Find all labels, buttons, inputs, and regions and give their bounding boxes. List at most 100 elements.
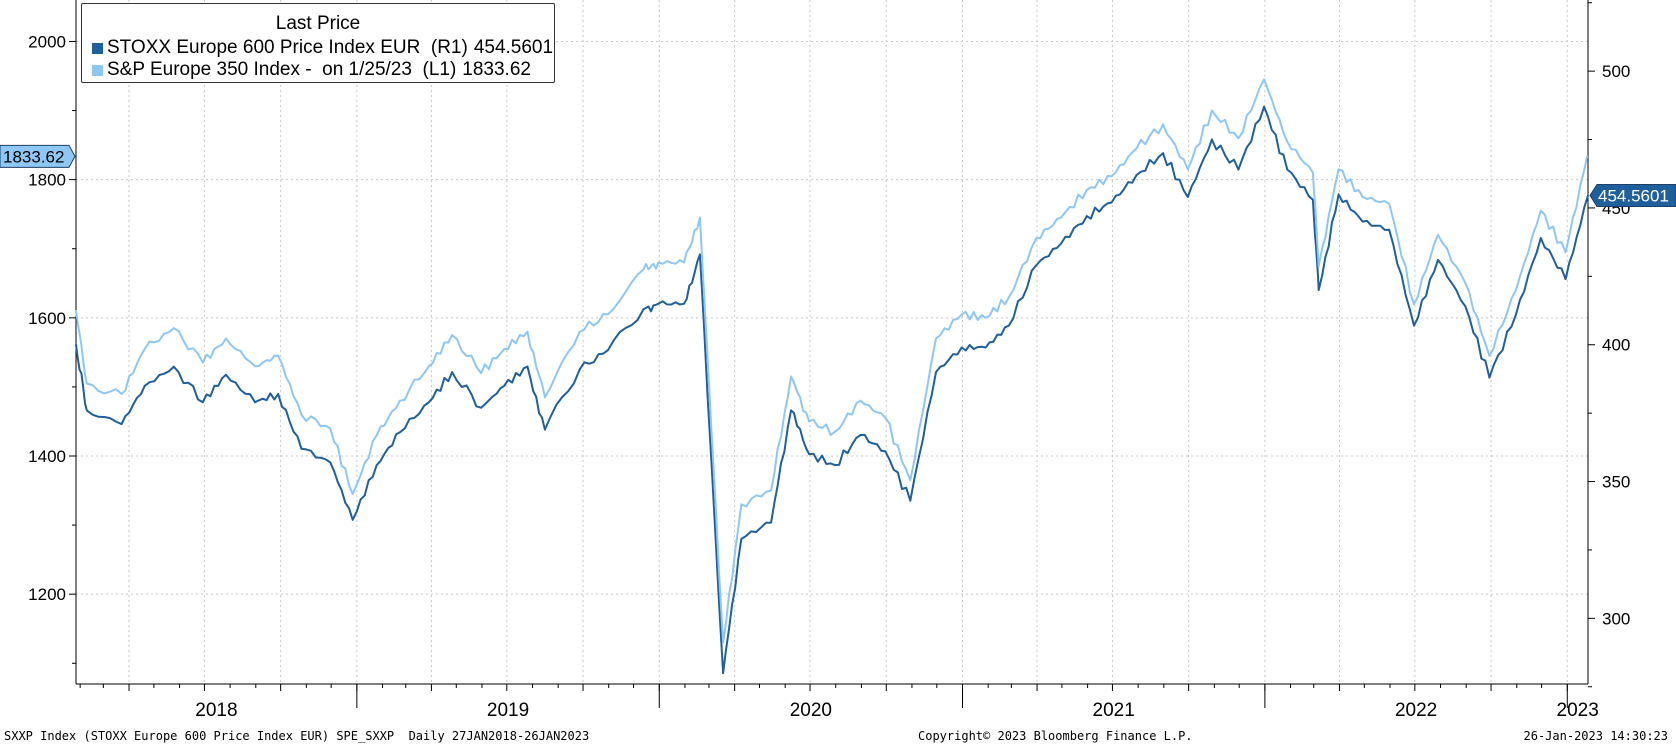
legend-swatch-sp350 xyxy=(92,64,103,76)
footer-source: SXXP Index (STOXX Europe 600 Price Index… xyxy=(4,729,590,743)
series-point xyxy=(351,518,354,521)
series-point xyxy=(1110,201,1113,204)
series-point xyxy=(428,365,430,368)
series-point xyxy=(1085,189,1088,191)
legend-swatch-stoxx xyxy=(92,42,103,54)
series-point xyxy=(1488,376,1491,379)
footer-copyright: Copyright© 2023 Bloomberg Finance L.P. xyxy=(918,729,1193,743)
series-point xyxy=(808,420,811,423)
series-point xyxy=(277,354,280,357)
series-point xyxy=(1337,193,1340,196)
series-point xyxy=(1008,296,1010,298)
series-point xyxy=(375,464,378,466)
series-point xyxy=(1587,194,1589,197)
series-point xyxy=(578,330,581,333)
series-point xyxy=(1539,237,1542,239)
legend-label-sp350: S&P Europe 350 Index - on 1/25/23 (L1) xyxy=(107,59,457,80)
left-tick-label: 1800 xyxy=(28,171,66,190)
legend-title: Last Price xyxy=(275,13,361,34)
series-point xyxy=(834,464,836,466)
series-point xyxy=(1110,175,1113,178)
series-point xyxy=(1008,324,1010,327)
series-point xyxy=(1317,265,1320,267)
last-value-badges: 454.5601 1833.62 xyxy=(0,144,1676,207)
badge-text: 1833.62 xyxy=(3,147,64,166)
series-point xyxy=(1586,155,1589,158)
series-point xyxy=(1564,251,1567,254)
series-point xyxy=(1388,202,1391,205)
series-point xyxy=(1515,289,1517,292)
series-point xyxy=(699,253,701,256)
x-axis: 2018 2019 2020 2021 2022 2023 xyxy=(79,684,1599,721)
series-point xyxy=(451,371,453,373)
series-point xyxy=(277,393,280,395)
series-point xyxy=(859,434,862,436)
x-tick-label: 2018 xyxy=(195,700,237,721)
series-point xyxy=(1388,228,1391,231)
series-point xyxy=(1060,242,1062,245)
series-line xyxy=(75,105,1589,675)
series-point xyxy=(300,413,303,416)
series-point xyxy=(642,268,645,271)
series-point xyxy=(225,337,227,340)
series-point xyxy=(790,375,792,378)
series-point xyxy=(172,327,175,330)
series-point xyxy=(1312,198,1314,201)
left-tick-label: 1400 xyxy=(28,447,66,466)
right-tick-label: 500 xyxy=(1602,62,1630,81)
series-point xyxy=(1361,196,1364,198)
series-point xyxy=(740,538,743,540)
series-point xyxy=(1085,215,1088,218)
legend-value-sp350: 1833.62 xyxy=(462,59,531,80)
series-line xyxy=(75,78,1589,644)
series-point xyxy=(1162,152,1164,155)
series-point xyxy=(657,302,660,305)
series-point xyxy=(75,343,77,346)
series-point xyxy=(1515,313,1517,316)
series-point xyxy=(1135,147,1138,150)
x-tick-label: 2020 xyxy=(790,700,832,721)
series-point xyxy=(607,313,609,316)
series-point xyxy=(201,361,204,364)
series-point xyxy=(1312,171,1314,174)
series-point xyxy=(578,368,581,371)
series-point xyxy=(935,371,937,373)
series-point xyxy=(480,372,482,374)
series-lines xyxy=(75,78,1589,675)
series-point xyxy=(544,396,546,399)
series-point xyxy=(143,384,146,387)
x-tick-label: 2022 xyxy=(1395,700,1437,721)
series-point xyxy=(722,672,724,674)
x-tick-label: 2019 xyxy=(487,700,529,721)
series-point xyxy=(884,450,887,453)
series-point xyxy=(607,349,609,352)
series-point xyxy=(351,493,354,495)
series-point xyxy=(808,453,811,456)
series-point xyxy=(1286,140,1289,143)
series-point xyxy=(503,384,506,387)
series-point xyxy=(143,348,146,350)
series-point xyxy=(329,461,332,464)
series-point xyxy=(960,346,963,349)
series-point xyxy=(984,346,987,349)
series-point xyxy=(1211,109,1213,112)
series-point xyxy=(1437,259,1439,261)
series-point xyxy=(544,428,546,431)
series-point xyxy=(884,417,887,419)
series-point xyxy=(451,334,453,336)
right-tick-label: 300 xyxy=(1602,609,1630,628)
right-tick-label: 350 xyxy=(1602,473,1630,492)
series-point xyxy=(300,447,303,450)
series-point xyxy=(1437,234,1439,236)
series-point xyxy=(790,409,792,412)
badge-text: 454.5601 xyxy=(1598,186,1669,205)
series-point xyxy=(657,261,660,264)
series-point xyxy=(683,261,685,264)
series-point xyxy=(1237,137,1240,140)
x-tick-label: 2023 xyxy=(1557,700,1599,721)
series-point xyxy=(699,216,701,219)
legend-value-stoxx: 454.5601 xyxy=(473,37,554,58)
left-last-value-badge: 1833.62 xyxy=(0,144,76,168)
